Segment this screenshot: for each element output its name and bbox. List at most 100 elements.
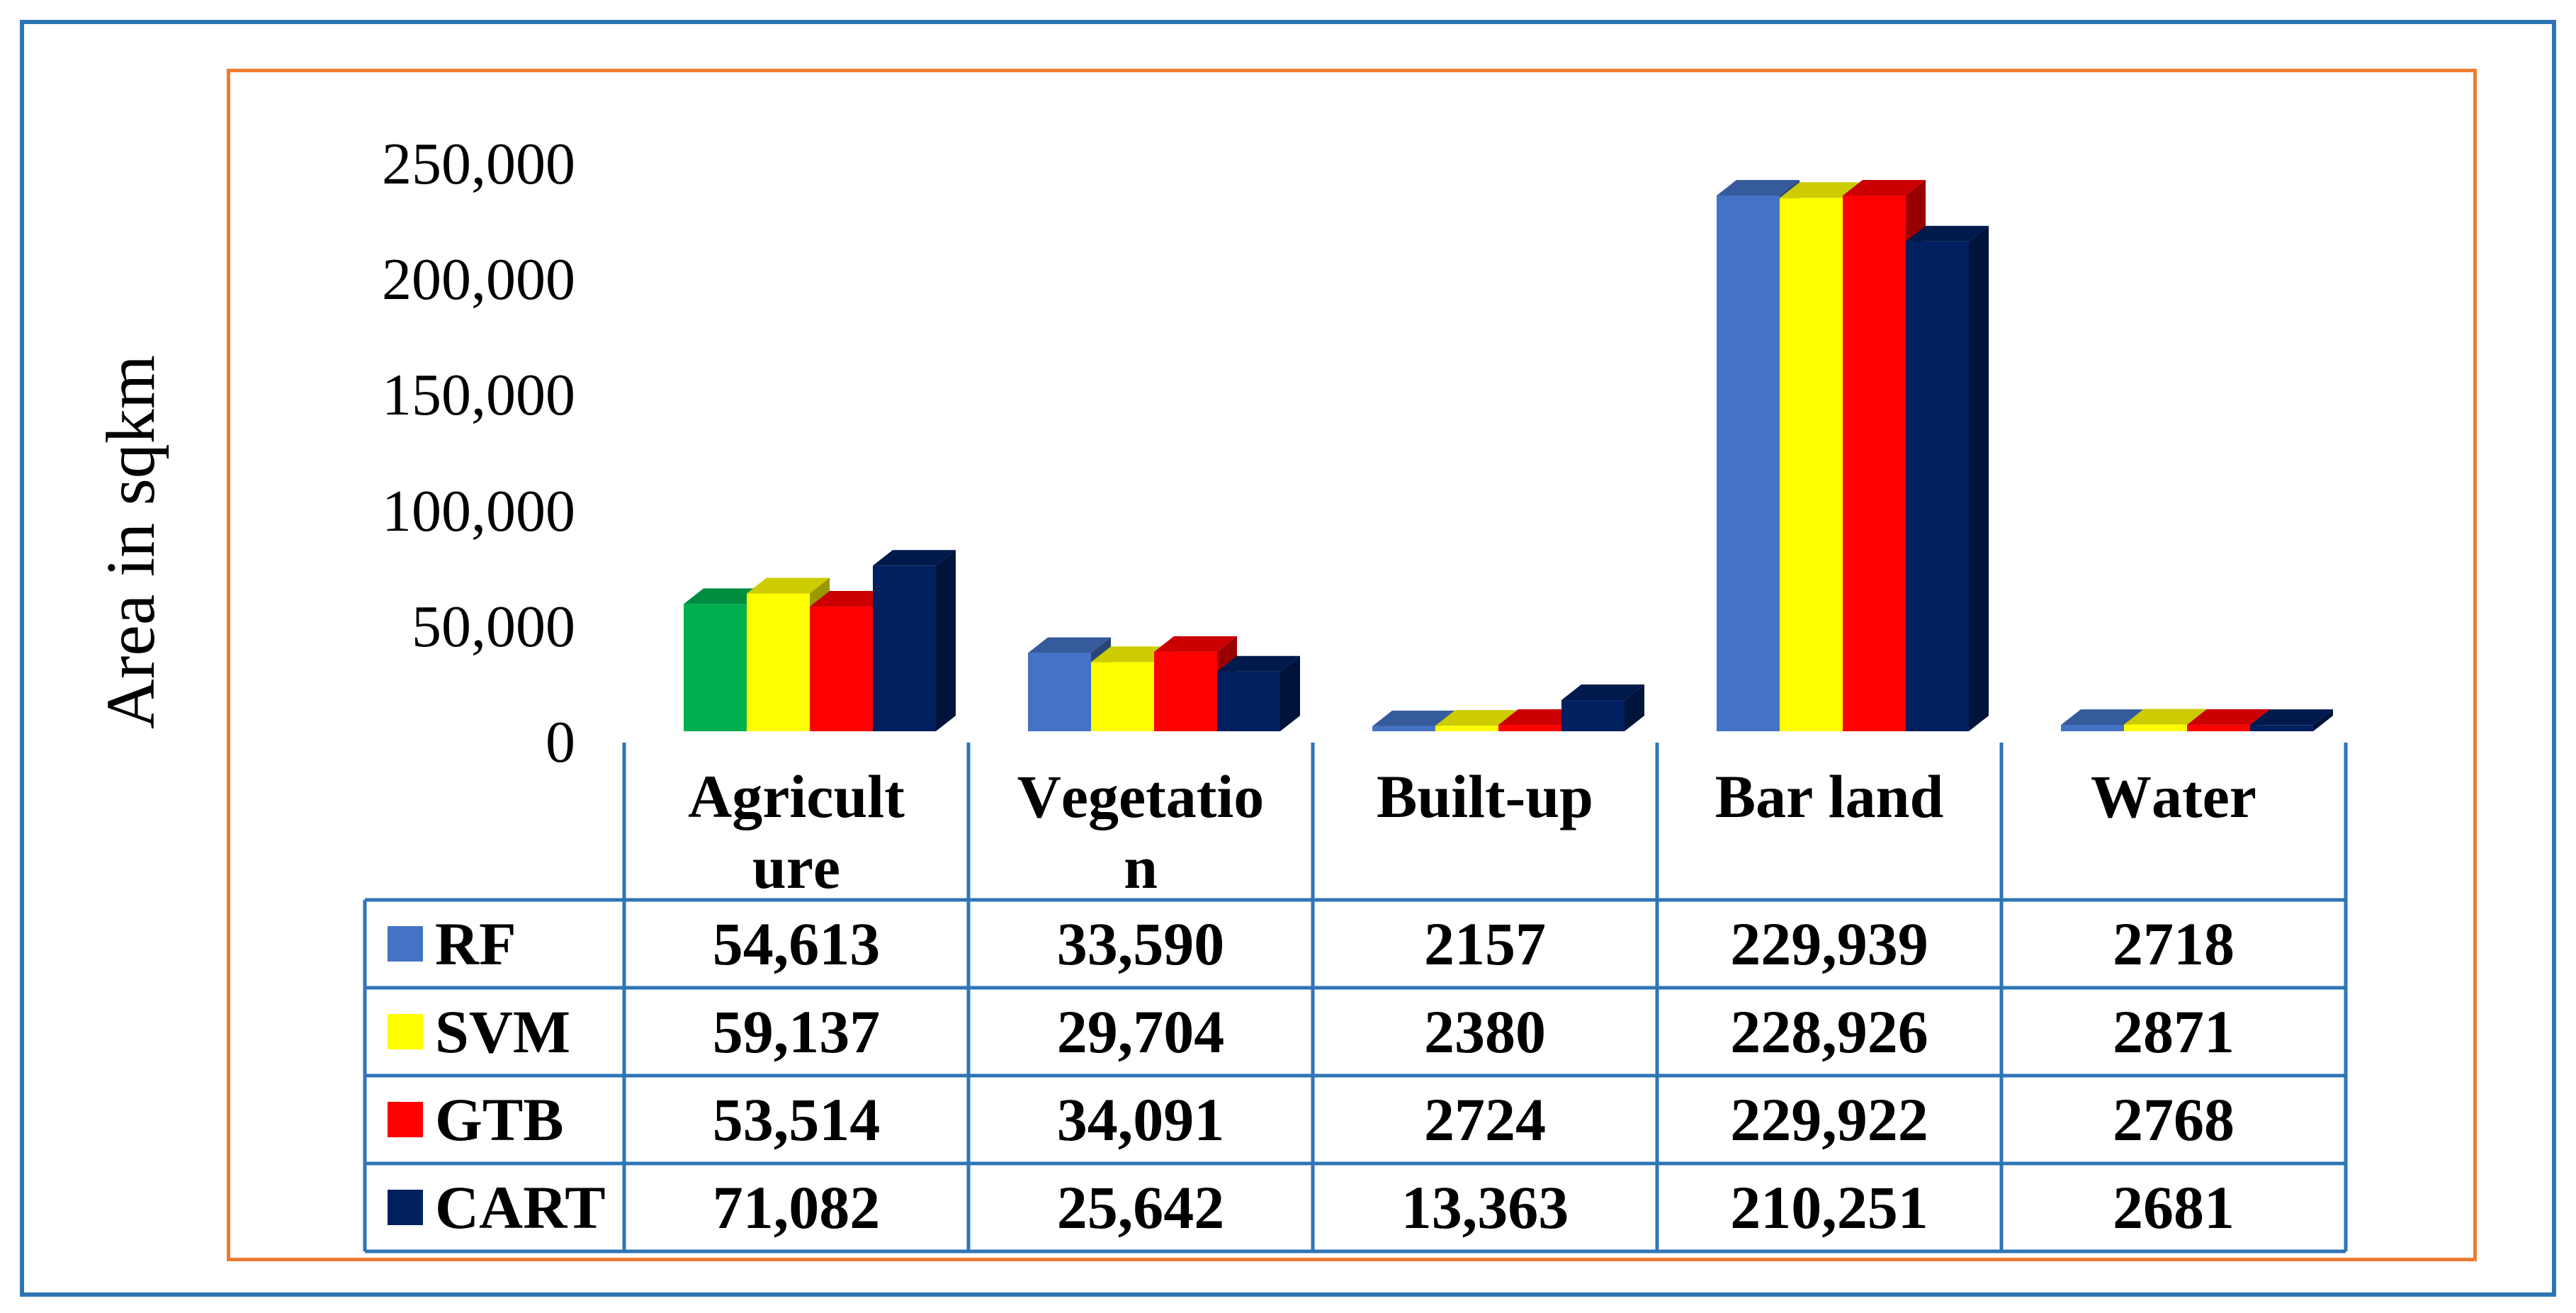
data-label-rf-bar-land: 229,939 xyxy=(1730,910,1928,978)
bar-svm-vegetation-front xyxy=(1091,662,1154,731)
bar-svm-built-up-top xyxy=(1435,710,1518,726)
bar-svm-built-up-front xyxy=(1435,726,1498,731)
category-label: Bar land xyxy=(1714,762,1944,830)
y-tick-label: 200,000 xyxy=(382,247,575,313)
legend-entry-gtb: GTB xyxy=(365,1076,624,1163)
bar-gtb-vegetation-front xyxy=(1154,651,1217,731)
category-header-vegetation: Vegetation xyxy=(968,761,1313,903)
bar-cart-bar-land-top xyxy=(1906,225,1989,242)
chart-frame xyxy=(227,69,2477,1261)
bar-rf-vegetation-front xyxy=(1028,653,1091,731)
bar-svm-water-front xyxy=(2124,724,2187,731)
data-label-gtb-built-up: 2724 xyxy=(1424,1086,1546,1154)
bar-rf-water-top xyxy=(2061,709,2144,726)
data-label-cart-built-up: 13,363 xyxy=(1401,1173,1569,1241)
bar-rf-water-front xyxy=(2061,725,2124,731)
bar-gtb-bar-land-front xyxy=(1843,196,1906,731)
bar-rf-vegetation-top xyxy=(1028,637,1111,653)
bar-cart-agriculture xyxy=(873,550,956,731)
bar-cart-built-up xyxy=(1561,684,1644,731)
bar-cart-water-front xyxy=(2250,725,2313,731)
bar-gtb-agriculture-front xyxy=(810,607,873,731)
data-label-rf-agriculture: 54,613 xyxy=(712,910,881,978)
data-label-svm-bar-land: 228,926 xyxy=(1730,998,1928,1066)
data-label-svm-water: 2871 xyxy=(2113,998,2235,1066)
legend-swatch-svm xyxy=(388,1014,423,1049)
outer-border xyxy=(20,20,2556,1297)
data-label-cart-vegetation: 25,642 xyxy=(1056,1173,1225,1241)
bar-svm-bar-land-front xyxy=(1780,198,1843,731)
bar-cart-vegetation xyxy=(1217,655,1300,731)
legend-label: RF xyxy=(435,910,516,978)
y-axis-title: Area in sqkm xyxy=(93,355,169,729)
data-label-rf-built-up: 2157 xyxy=(1424,910,1546,978)
bar-cart-water-top xyxy=(2250,709,2333,726)
bar-cart-bar-land xyxy=(1906,225,1989,731)
category-label: Agriculture xyxy=(688,762,905,901)
data-label-gtb-vegetation: 34,091 xyxy=(1056,1086,1225,1154)
bar-cart-built-up-side xyxy=(1625,684,1644,731)
bar-cart-built-up-top xyxy=(1561,684,1644,701)
bar-gtb-water-front xyxy=(2187,724,2250,731)
category-header-bar-land: Bar land xyxy=(1657,761,2001,832)
legend-label: GTB xyxy=(435,1086,564,1154)
legend-entry-rf: RF xyxy=(365,900,624,988)
data-label-gtb-bar-land: 229,922 xyxy=(1730,1086,1928,1154)
legend-swatch-cart xyxy=(388,1190,423,1225)
bar-cart-bar-land-side xyxy=(1969,225,1989,731)
bar-cart-vegetation-front xyxy=(1217,671,1280,731)
bar-cart-built-up-front xyxy=(1561,700,1625,731)
bar-rf-built-up-top xyxy=(1372,710,1455,726)
bar-cart-vegetation-top xyxy=(1217,655,1300,672)
data-label-svm-built-up: 2380 xyxy=(1424,998,1546,1066)
bar-rf-built-up-front xyxy=(1372,726,1435,731)
bar-rf-bar-land-front xyxy=(1717,195,1780,731)
data-table-grid xyxy=(363,743,2348,1253)
data-label-gtb-agriculture: 53,514 xyxy=(712,1086,881,1154)
y-tick-label: 50,000 xyxy=(412,593,575,660)
bar-svm-vegetation-top xyxy=(1091,646,1174,663)
y-tick-label: 100,000 xyxy=(382,478,575,544)
bar-svm-bar-land-top xyxy=(1780,182,1863,198)
legend-swatch-gtb xyxy=(388,1102,423,1137)
category-header-agriculture: Agriculture xyxy=(624,761,968,903)
category-header-water: Water xyxy=(2001,761,2346,832)
bar-gtb-vegetation-top xyxy=(1154,636,1237,652)
category-label: Vegetation xyxy=(1017,762,1265,901)
bar-rf-agriculture-top xyxy=(684,588,767,604)
bar-svm-water-top xyxy=(2124,709,2207,725)
legend-label: CART xyxy=(435,1173,606,1241)
y-tick-label: 150,000 xyxy=(382,362,575,429)
legend-entry-cart: CART xyxy=(365,1163,624,1251)
bar-cart-agriculture-side xyxy=(936,550,956,731)
bars-layer xyxy=(684,179,2333,731)
bar-gtb-agriculture-top xyxy=(810,591,893,607)
bar-svm-agriculture-top xyxy=(747,577,830,594)
legend-swatch-rf xyxy=(388,926,423,962)
data-label-rf-vegetation: 33,590 xyxy=(1056,910,1225,978)
legend-label: SVM xyxy=(435,998,571,1066)
y-tick-label: 250,000 xyxy=(382,131,575,197)
bar-svm-agriculture-front xyxy=(747,593,810,731)
data-label-svm-agriculture: 59,137 xyxy=(712,998,881,1066)
y-tick-label: 0 xyxy=(546,709,575,775)
bar-gtb-water-top xyxy=(2187,709,2270,725)
category-header-built-up: Built-up xyxy=(1313,761,1657,832)
category-label: Water xyxy=(2091,762,2256,830)
category-label: Built-up xyxy=(1377,762,1593,830)
bar-gtb-built-up-front xyxy=(1498,725,1561,731)
bar-cart-agriculture-top xyxy=(873,550,956,566)
bar-gtb-bar-land-top xyxy=(1843,180,1926,196)
bar-rf-agriculture-front xyxy=(684,604,747,731)
bar-cart-agriculture-front xyxy=(873,565,936,731)
data-label-cart-water: 2681 xyxy=(2113,1173,2235,1241)
legend-entry-svm: SVM xyxy=(365,988,624,1076)
bar-gtb-built-up-top xyxy=(1498,709,1581,726)
data-label-gtb-water: 2768 xyxy=(2113,1086,2235,1154)
bar-cart-water-side xyxy=(2313,709,2333,731)
bar-gtb-bar-land xyxy=(1843,180,1926,731)
bar-cart-water xyxy=(2250,709,2333,731)
data-label-svm-vegetation: 29,704 xyxy=(1056,998,1225,1066)
